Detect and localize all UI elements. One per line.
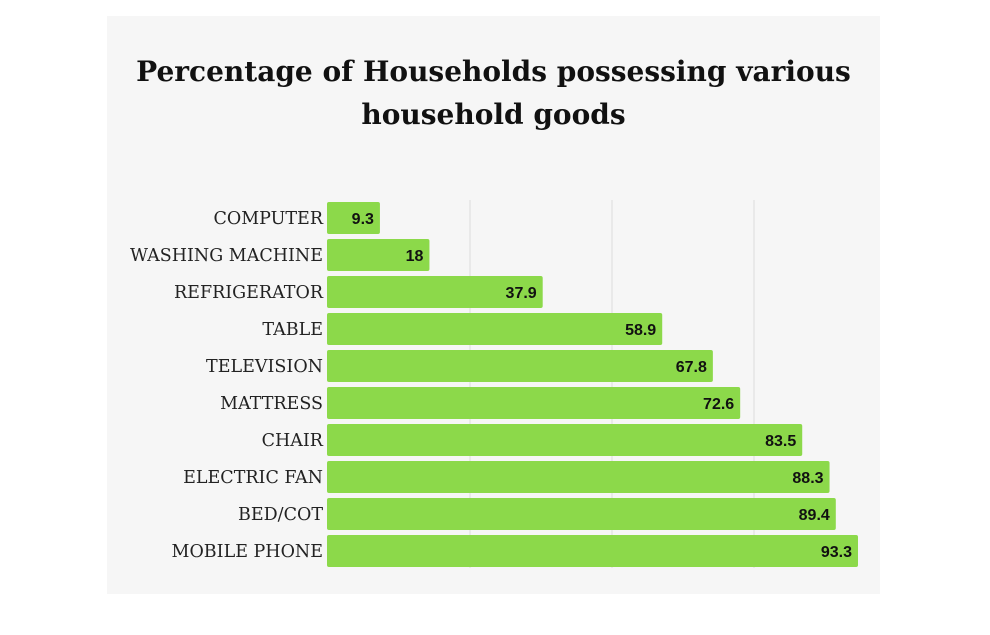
bar-mobile-phone: [327, 535, 858, 567]
category-label-washing-machine: WASHING MACHINE: [130, 246, 323, 266]
bar-mattress: [327, 387, 740, 419]
value-label-mobile-phone: 93.3: [821, 544, 852, 561]
bar-television: [327, 350, 713, 382]
bar-bed-cot: [327, 498, 836, 530]
category-label-television: TELEVISION: [206, 357, 323, 377]
category-label-chair: CHAIR: [262, 431, 324, 451]
bar-chart: COMPUTER 9.3 WASHING MACHINE 18 REFRIGERATOR…: [0, 0, 990, 635]
category-label-refrigerator: REFRIGERATOR: [174, 283, 324, 303]
value-label-washing-machine: 18: [406, 248, 424, 265]
value-label-computer: 9.3: [352, 211, 374, 228]
value-label-chair: 83.5: [765, 433, 796, 450]
value-label-electric-fan: 88.3: [792, 470, 823, 487]
bar-chair: [327, 424, 802, 456]
value-label-mattress: 72.6: [703, 396, 734, 413]
category-label-bed-cot: BED/COT: [238, 505, 323, 525]
category-label-mobile-phone: MOBILE PHONE: [172, 542, 323, 562]
category-label-table: TABLE: [262, 320, 323, 340]
value-label-table: 58.9: [625, 322, 656, 339]
category-label-mattress: MATTRESS: [220, 394, 323, 414]
bar-table: [327, 313, 662, 345]
value-label-refrigerator: 37.9: [506, 285, 537, 302]
category-label-electric-fan: ELECTRIC FAN: [183, 468, 323, 488]
category-label-computer: COMPUTER: [214, 209, 324, 229]
bar-electric-fan: [327, 461, 830, 493]
value-label-television: 67.8: [676, 359, 707, 376]
value-label-bed-cot: 89.4: [799, 507, 830, 524]
